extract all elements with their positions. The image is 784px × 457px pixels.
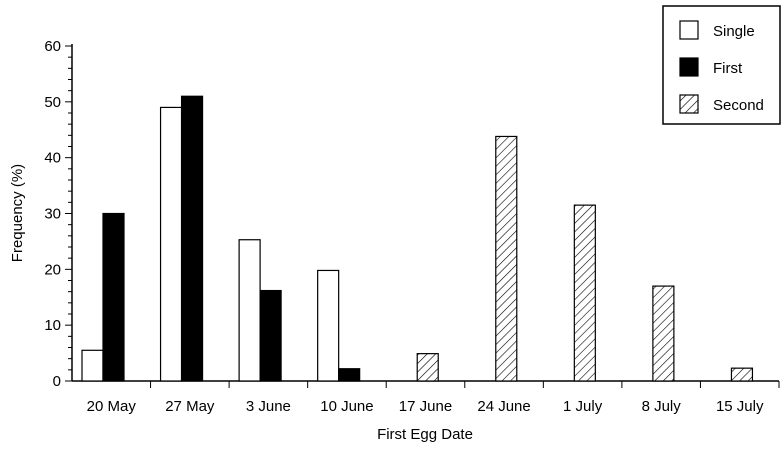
legend: Single First Second [662,5,781,125]
legend-swatch-second [679,94,699,114]
x-tick-label: 10 June [320,398,373,415]
y-tick-label: 0 [53,373,61,390]
x-tick-label: 8 July [642,398,682,415]
legend-swatch-first [679,57,699,77]
x-tick-label: 17 June [399,398,452,415]
legend-label-single: Single [713,23,755,40]
bar-first [180,95,204,382]
bar-single [81,349,104,382]
x-tick-label: 27 May [165,398,215,415]
y-tick-label: 30 [44,206,61,223]
bar-second [416,353,439,382]
legend-label-first: First [713,60,743,77]
x-axis-title: First Egg Date [377,426,473,443]
bar-second [495,135,518,382]
bar-second [573,204,596,382]
x-tick-label: 20 May [87,398,137,415]
bar-first [102,212,125,382]
x-tick-label: 24 June [477,398,530,415]
bar-first [338,368,361,382]
bar-single [159,106,183,382]
bar-single [317,269,340,382]
bar-first [259,289,282,382]
y-tick-label: 50 [44,94,61,111]
legend-swatch-single [679,20,699,40]
bar-second [730,367,754,382]
legend-label-second: Second [713,97,764,114]
x-tick-label: 3 June [246,398,291,415]
y-tick-label: 40 [44,150,61,167]
x-tick-label: 15 July [716,398,764,415]
plot-area: 0 10 20 30 40 50 60 20 May 27 May 3 June 10 June 17… [44,38,780,415]
y-tick-label: 20 [44,261,61,278]
y-tick-label: 60 [44,38,61,55]
y-axis-title: Frequency (%) [9,164,26,262]
bar-second [652,285,675,382]
x-tick-label: 1 July [563,398,603,415]
bar-single [238,239,261,382]
y-tick-label: 10 [44,317,61,334]
